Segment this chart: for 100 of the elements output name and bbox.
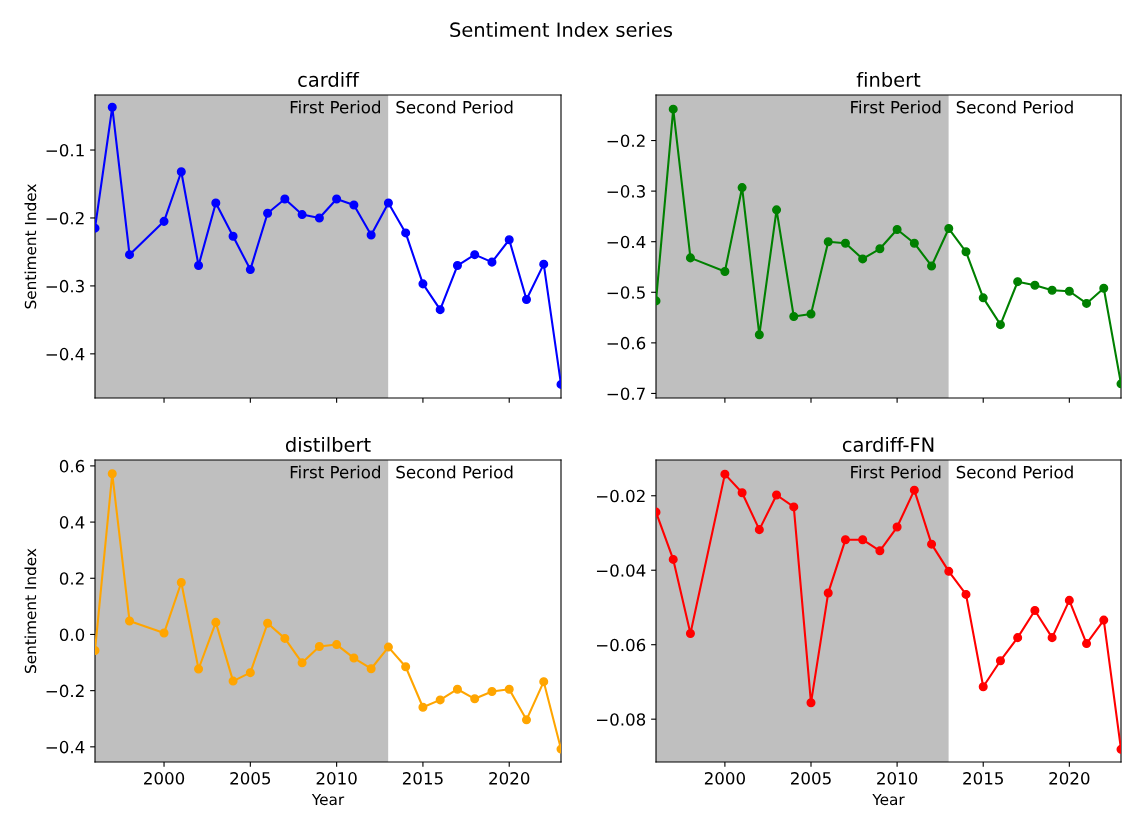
y-tick-label: 0.2: [59, 572, 84, 585]
point: [754, 525, 764, 535]
y-tick-label: 0.6: [59, 459, 85, 473]
y-tick-label: −0.2: [607, 134, 645, 148]
x-tick-label: 2015: [963, 772, 1003, 785]
point: [806, 698, 816, 708]
point: [228, 231, 238, 241]
y-tick-label: 0.0: [59, 628, 85, 642]
band-label: Second Period: [956, 100, 1073, 114]
point: [1082, 639, 1092, 649]
y-tick-label: −0.04: [596, 564, 646, 577]
point: [159, 216, 169, 226]
point: [995, 320, 1005, 330]
point: [1099, 615, 1109, 625]
point: [720, 469, 730, 479]
band-label: First Period: [290, 465, 380, 479]
point: [125, 250, 135, 260]
point: [401, 662, 411, 672]
y-tick-label: 0.4: [59, 516, 85, 529]
point: [978, 293, 988, 303]
point: [909, 238, 919, 248]
point: [314, 213, 324, 223]
y-tick-label: −0.4: [607, 235, 646, 249]
point: [1013, 277, 1023, 287]
point: [1013, 633, 1023, 643]
y-tick-label: −0.2: [46, 211, 84, 225]
x-tick-label: 2020: [1049, 772, 1090, 785]
band-label: First Period: [290, 100, 380, 114]
point: [823, 237, 833, 247]
x-tick-label: 2000: [704, 772, 745, 785]
point: [159, 628, 169, 638]
point: [1047, 633, 1057, 643]
point: [504, 684, 514, 694]
point: [668, 104, 678, 114]
point: [720, 267, 730, 277]
point: [452, 261, 462, 271]
point: [280, 633, 290, 643]
point: [349, 200, 359, 210]
point: [754, 330, 764, 340]
point: [314, 642, 324, 652]
point: [772, 205, 782, 215]
point: [789, 502, 799, 512]
chart-title: cardiff-FN: [842, 436, 934, 452]
point: [470, 694, 480, 704]
point: [858, 535, 868, 545]
point: [892, 522, 902, 532]
point: [806, 309, 816, 319]
point: [435, 305, 445, 315]
x-tick-label: 2020: [489, 772, 530, 785]
x-axis-title: Year: [311, 793, 345, 806]
point: [978, 682, 988, 692]
x-tick-label: 2015: [402, 772, 443, 785]
point: [194, 664, 204, 674]
point: [383, 642, 393, 652]
point: [539, 677, 549, 687]
point: [772, 490, 782, 500]
point: [332, 194, 342, 204]
y-axis-title: Sentiment Index: [24, 548, 37, 673]
point: [840, 535, 850, 545]
point: [892, 225, 902, 235]
y-tick-label: −0.1: [46, 143, 84, 157]
y-tick-label: −0.5: [607, 286, 645, 299]
point: [107, 469, 117, 479]
y-tick-label: −0.06: [596, 638, 646, 652]
y-tick-label: −0.08: [596, 713, 646, 726]
point: [961, 247, 971, 257]
y-tick-label: −0.02: [596, 489, 645, 503]
y-tick-label: −0.3: [46, 279, 84, 293]
point: [668, 554, 678, 564]
point: [909, 485, 919, 495]
point: [1064, 595, 1074, 605]
point: [245, 668, 255, 678]
point: [211, 198, 221, 208]
point: [995, 656, 1005, 666]
point: [521, 294, 531, 305]
band-label: First Period: [851, 100, 941, 114]
point: [1064, 286, 1074, 296]
point: [961, 589, 971, 599]
y-tick-label: −0.7: [607, 387, 645, 401]
band-label: Second Period: [396, 100, 513, 114]
point: [789, 312, 799, 322]
point: [685, 253, 695, 263]
point: [332, 640, 342, 650]
point: [228, 676, 238, 686]
point: [263, 208, 273, 218]
point: [297, 658, 307, 668]
point: [418, 702, 428, 712]
point: [521, 715, 531, 725]
band-label: Second Period: [396, 465, 513, 479]
point: [487, 257, 497, 267]
point: [107, 102, 117, 112]
point: [944, 566, 954, 576]
y-tick-label: −0.4: [46, 347, 85, 361]
point: [858, 254, 868, 264]
point: [487, 686, 497, 697]
point: [823, 588, 833, 598]
point: [401, 228, 411, 238]
x-tick-label: 2010: [877, 772, 918, 785]
point: [840, 238, 850, 248]
point: [1082, 298, 1092, 308]
